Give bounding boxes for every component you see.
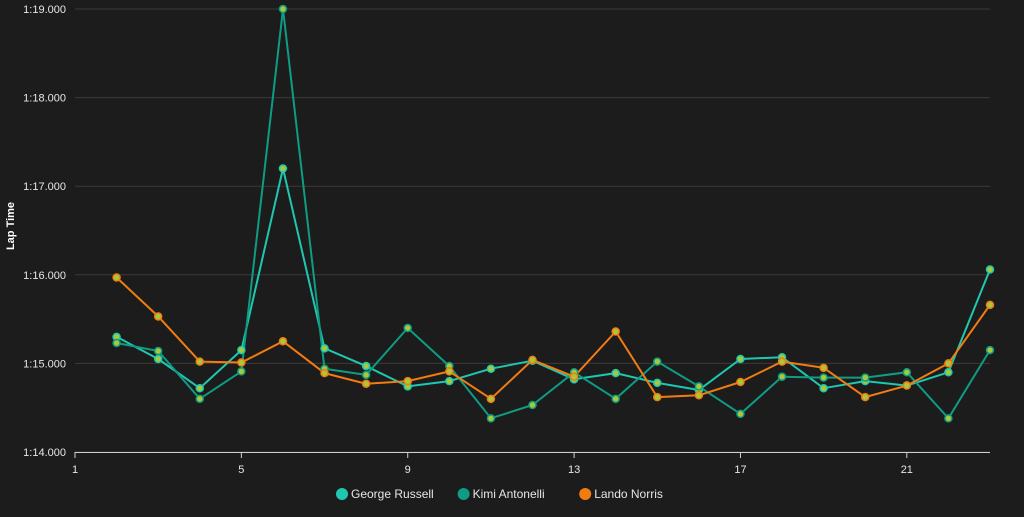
data-point-george-russell[interactable] (237, 345, 246, 355)
legend: George Russell Kimi Antonelli Lando Norris (336, 487, 663, 501)
legend-label: Lando Norris (594, 487, 663, 501)
data-point-kimi-antonelli[interactable] (819, 373, 828, 382)
data-point-kimi-antonelli[interactable] (860, 373, 870, 382)
data-point-lando-norris[interactable] (237, 358, 246, 367)
data-point-lando-norris[interactable] (819, 363, 828, 373)
data-point-kimi-antonelli[interactable] (736, 409, 745, 419)
data-point-kimi-antonelli[interactable] (694, 382, 704, 391)
y-tick-label: 1:16.000 (23, 270, 66, 282)
data-point-george-russell[interactable] (278, 164, 288, 173)
data-point-george-russell[interactable] (361, 361, 371, 371)
data-point-kimi-antonelli[interactable] (902, 368, 912, 377)
data-point-george-russell[interactable] (445, 376, 454, 386)
legend-swatch (336, 488, 348, 500)
series-markers (112, 4, 995, 423)
x-tick-label: 17 (734, 464, 746, 476)
data-point-george-russell[interactable] (611, 368, 620, 378)
data-point-kimi-antonelli[interactable] (278, 4, 288, 14)
y-axis-title: Lap Time (5, 202, 17, 250)
data-point-lando-norris[interactable] (611, 327, 620, 336)
legend-swatch (457, 488, 470, 500)
data-point-lando-norris[interactable] (569, 372, 579, 381)
data-point-lando-norris[interactable] (112, 273, 121, 282)
data-point-george-russell[interactable] (985, 265, 995, 274)
data-point-kimi-antonelli[interactable] (361, 370, 371, 380)
legend-swatch (579, 488, 592, 500)
legend-item-george-russell[interactable]: George Russell (336, 487, 434, 501)
data-point-lando-norris[interactable] (902, 381, 912, 390)
data-point-lando-norris[interactable] (860, 392, 870, 402)
y-tick-label: 1:17.000 (23, 181, 66, 193)
data-point-lando-norris[interactable] (278, 337, 288, 346)
data-point-lando-norris[interactable] (195, 357, 205, 366)
data-point-lando-norris[interactable] (777, 357, 787, 366)
y-tick-label: 1:18.000 (23, 93, 66, 105)
data-point-lando-norris[interactable] (361, 379, 371, 389)
y-tick-label: 1:19.000 (23, 4, 66, 16)
series-line-kimi-antonelli (116, 8, 991, 420)
data-point-kimi-antonelli[interactable] (985, 345, 995, 355)
x-tick-label: 1 (72, 464, 78, 476)
legend-label: Kimi Antonelli (473, 487, 545, 501)
data-point-kimi-antonelli[interactable] (112, 338, 121, 348)
axes: 1:14.000 1:15.000 1:16.000 1:17.000 1:18.000… (23, 4, 990, 476)
data-point-george-russell[interactable] (819, 383, 828, 393)
data-point-george-russell[interactable] (944, 368, 953, 377)
series-line-lando-norris (115, 276, 991, 400)
data-point-george-russell[interactable] (736, 354, 745, 364)
data-point-kimi-antonelli[interactable] (195, 394, 205, 404)
series-lines (115, 8, 991, 420)
y-tick-label: 1:15.000 (23, 358, 66, 370)
data-point-lando-norris[interactable] (653, 392, 662, 402)
data-point-george-russell[interactable] (486, 364, 496, 373)
data-point-kimi-antonelli[interactable] (403, 323, 412, 333)
data-point-kimi-antonelli[interactable] (653, 357, 662, 366)
data-point-kimi-antonelli[interactable] (153, 346, 163, 356)
data-point-kimi-antonelli[interactable] (237, 367, 246, 376)
legend-label: George Russell (351, 487, 434, 501)
data-point-lando-norris[interactable] (694, 391, 704, 400)
series-line-george-russell (116, 167, 991, 391)
data-point-kimi-antonelli[interactable] (611, 394, 620, 404)
data-point-kimi-antonelli[interactable] (944, 414, 953, 423)
data-point-lando-norris[interactable] (153, 312, 163, 321)
data-point-lando-norris[interactable] (445, 367, 454, 376)
data-point-lando-norris[interactable] (403, 376, 412, 386)
x-tick-label: 21 (901, 464, 913, 476)
y-tick-label: 1:14.000 (23, 447, 66, 459)
data-point-lando-norris[interactable] (528, 355, 537, 365)
data-point-kimi-antonelli[interactable] (777, 372, 787, 381)
data-point-george-russell[interactable] (195, 383, 205, 393)
data-point-kimi-antonelli[interactable] (528, 400, 537, 410)
data-point-george-russell[interactable] (653, 378, 662, 388)
data-point-lando-norris[interactable] (985, 300, 995, 310)
grid-lines (75, 8, 990, 453)
data-point-lando-norris[interactable] (320, 368, 329, 378)
data-point-lando-norris[interactable] (944, 359, 953, 368)
x-tick-label: 13 (568, 464, 580, 476)
legend-item-lando-norris[interactable]: Lando Norris (579, 487, 663, 501)
x-tick-label: 5 (238, 464, 244, 476)
data-point-george-russell[interactable] (320, 344, 329, 353)
x-tick-label: 9 (405, 464, 411, 476)
data-point-lando-norris[interactable] (486, 394, 496, 404)
data-point-lando-norris[interactable] (736, 377, 745, 387)
legend-item-kimi-antonelli[interactable]: Kimi Antonelli (457, 487, 545, 501)
data-point-george-russell[interactable] (153, 354, 163, 364)
data-point-kimi-antonelli[interactable] (486, 414, 496, 423)
